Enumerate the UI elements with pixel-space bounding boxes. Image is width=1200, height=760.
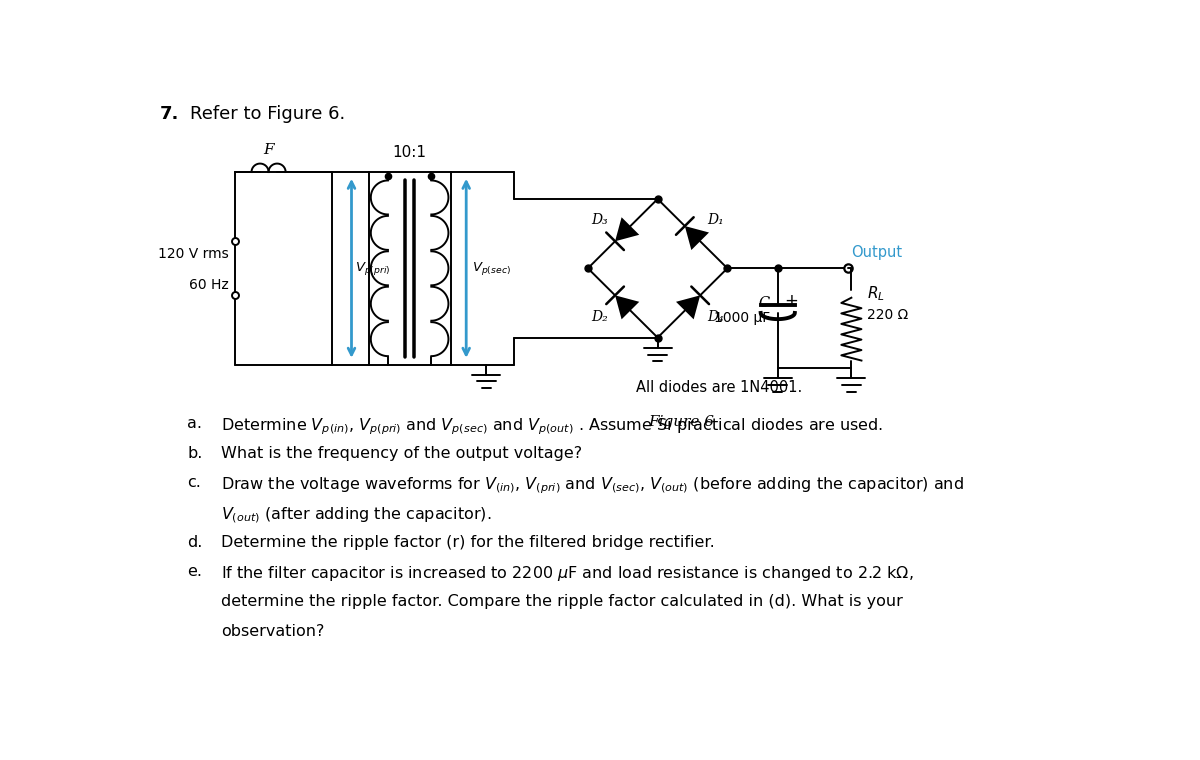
Text: c.: c. (187, 476, 202, 490)
Text: b.: b. (187, 446, 203, 461)
Text: All diodes are 1N4001.: All diodes are 1N4001. (636, 380, 803, 395)
Polygon shape (685, 226, 709, 250)
Text: Figure 6: Figure 6 (648, 415, 714, 429)
Text: F: F (263, 143, 274, 157)
Text: D₁: D₁ (707, 213, 724, 226)
Text: +: + (784, 292, 798, 309)
Text: d.: d. (187, 535, 203, 549)
Text: 120 V rms: 120 V rms (158, 248, 229, 261)
Text: D₂: D₂ (592, 310, 608, 324)
Text: If the filter capacitor is increased to 2200 $\mu$F and load resistance is chang: If the filter capacitor is increased to … (221, 565, 914, 584)
Text: 7.: 7. (160, 105, 179, 123)
Text: Determine $V_{p(in)}$, $V_{p(pri)}$ and $V_{p(sec)}$ and $V_{p(out)}$ . Assume S: Determine $V_{p(in)}$, $V_{p(pri)}$ and … (221, 416, 883, 437)
Polygon shape (676, 296, 700, 319)
Text: observation?: observation? (221, 624, 325, 638)
Polygon shape (616, 296, 640, 319)
Text: $V_{p(pri)}$: $V_{p(pri)}$ (355, 260, 391, 277)
Text: D₃: D₃ (592, 213, 608, 226)
Text: determine the ripple factor. Compare the ripple factor calculated in (d). What i: determine the ripple factor. Compare the… (221, 594, 904, 609)
Text: Determine the ripple factor (r) for the filtered bridge rectifier.: Determine the ripple factor (r) for the … (221, 535, 715, 549)
Text: 60 Hz: 60 Hz (190, 278, 229, 293)
Text: What is the frequency of the output voltage?: What is the frequency of the output volt… (221, 446, 582, 461)
Text: e.: e. (187, 565, 202, 579)
Polygon shape (616, 217, 640, 241)
Text: $V_{(out)}$ (after adding the capacitor).: $V_{(out)}$ (after adding the capacitor)… (221, 505, 492, 524)
Text: D₄: D₄ (707, 310, 724, 324)
Text: $V_{p(sec)}$: $V_{p(sec)}$ (473, 260, 511, 277)
Text: Draw the voltage waveforms for $V_{(in)}$, $V_{(pri)}$ and $V_{(sec)}$, $V_{(out: Draw the voltage waveforms for $V_{(in)}… (221, 476, 964, 496)
Text: $R_L$: $R_L$ (866, 284, 884, 303)
Text: 1000 μF: 1000 μF (714, 312, 770, 325)
Text: 220 Ω: 220 Ω (866, 308, 908, 321)
Text: a.: a. (187, 416, 202, 431)
Text: Output: Output (851, 245, 902, 261)
Text: 10:1: 10:1 (392, 145, 427, 160)
Text: C: C (758, 296, 770, 310)
Text: Refer to Figure 6.: Refer to Figure 6. (191, 105, 346, 123)
